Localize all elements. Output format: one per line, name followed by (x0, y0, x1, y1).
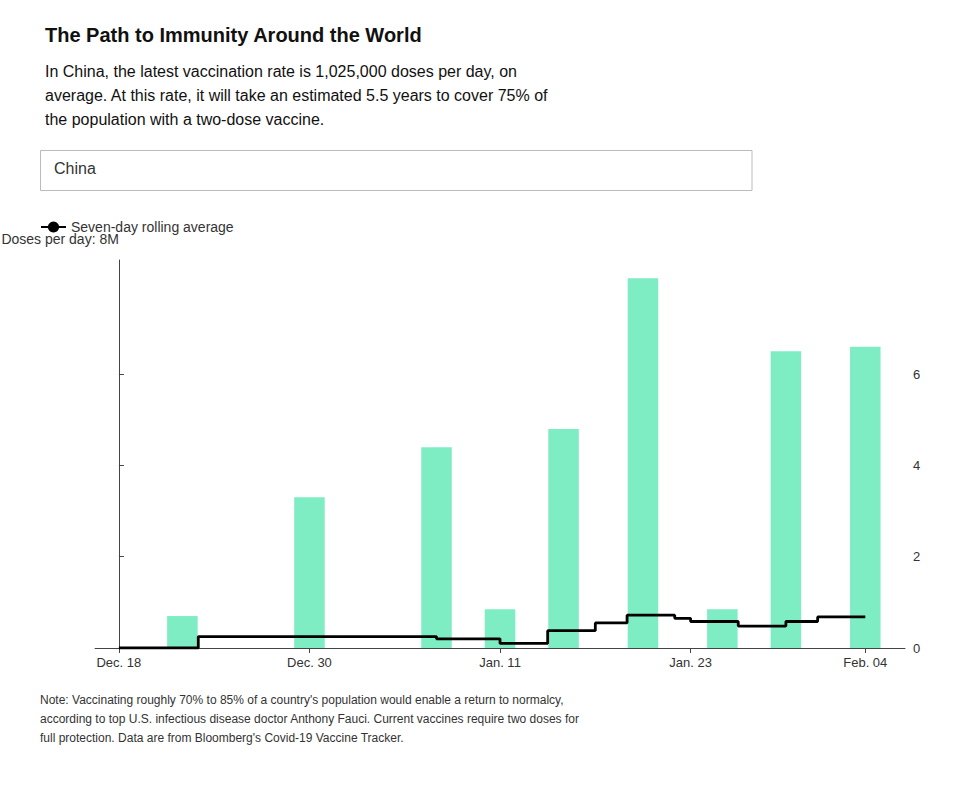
svg-text:Seven-day rolling average: Seven-day rolling average (71, 219, 234, 235)
svg-text:The Path to Immunity Around th: The Path to Immunity Around the World (45, 24, 422, 46)
svg-text:China: China (54, 160, 96, 177)
svg-text:Note: Vaccinating roughly 70%: Note: Vaccinating roughly 70% to 85% of … (40, 693, 564, 707)
svg-text:according to top U.S. infectio: according to top U.S. infectious disease… (40, 712, 579, 726)
svg-text:In China, the latest vaccinati: In China, the latest vaccination rate is… (45, 63, 517, 80)
svg-text:Dec. 30: Dec. 30 (287, 655, 332, 670)
svg-text:Dec. 18: Dec. 18 (96, 655, 141, 670)
svg-text:4: 4 (913, 458, 920, 473)
svg-text:Jan. 23: Jan. 23 (669, 655, 712, 670)
svg-text:6: 6 (913, 367, 920, 382)
svg-text:Doses per day: 8M: Doses per day: 8M (1, 231, 119, 247)
svg-text:Feb. 04: Feb. 04 (843, 655, 887, 670)
svg-text:Jan. 11: Jan. 11 (479, 655, 521, 670)
svg-text:0: 0 (913, 641, 920, 656)
svg-text:full protection. Data are from: full protection. Data are from Bloomberg… (40, 731, 404, 745)
svg-text:2: 2 (913, 549, 920, 564)
svg-text:average. At this rate, it will: average. At this rate, it will take an e… (45, 87, 548, 104)
svg-text:the population with a two-dose: the population with a two-dose vaccine. (45, 111, 324, 128)
